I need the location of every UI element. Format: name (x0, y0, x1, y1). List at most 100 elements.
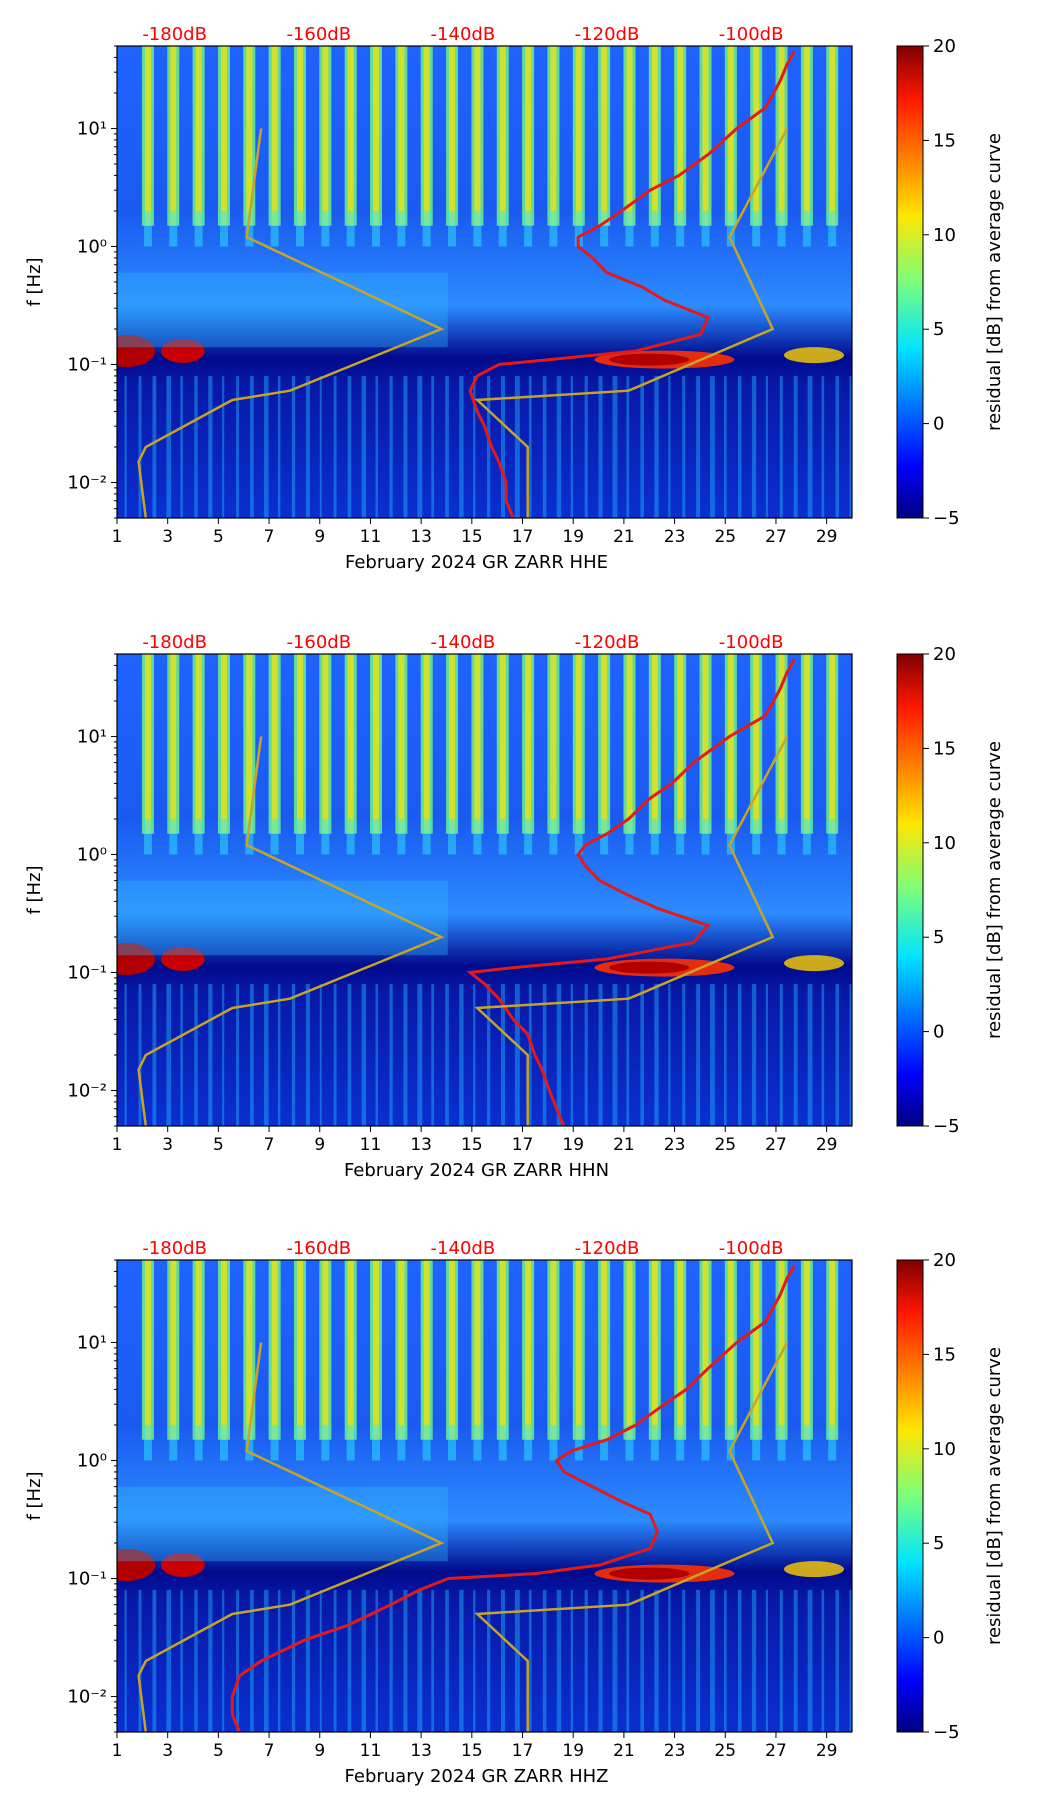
stripe-lf (556, 1589, 562, 1732)
x-tick-label: 21 (613, 1741, 635, 1761)
stripe-lf (654, 375, 659, 518)
stripe-hf-core (575, 46, 582, 226)
stripe-hf-core (829, 1260, 836, 1440)
stripe-lf (807, 983, 813, 1126)
stripe-hf-core (423, 654, 430, 834)
stripe-hf-core (271, 46, 278, 226)
stripe-lf (431, 1589, 435, 1732)
x-tick-label: 23 (664, 527, 686, 547)
stripe-lf (668, 983, 671, 1126)
x-tick-label: 9 (314, 527, 325, 547)
stripe-lf (528, 1589, 532, 1732)
x-tick-label: 13 (410, 1135, 432, 1155)
x-tick-label: 11 (360, 527, 382, 547)
stripe-mid (448, 1424, 457, 1461)
stripe-lf (584, 983, 588, 1126)
stripe-mid (473, 210, 482, 247)
average-curve-line (230, 1264, 796, 1732)
stripe-lf (626, 983, 630, 1126)
average-curve-line (466, 658, 796, 1126)
stripe-lf (264, 983, 269, 1126)
stripe-lf (821, 1589, 825, 1732)
colorbar-tick-label: 20 (933, 36, 956, 57)
stripe-lf (445, 1589, 449, 1732)
stripe-hf-core (296, 46, 303, 226)
stripe-hf-core (220, 1260, 227, 1440)
stripe-mid (625, 818, 634, 855)
stripe-lf (250, 1589, 254, 1732)
x-tick-label: 15 (461, 527, 483, 547)
stripe-lf (180, 983, 183, 1126)
stripe-mid (422, 1424, 431, 1461)
stripe-hf-core (829, 654, 836, 834)
stripe-mid (701, 818, 710, 855)
y-tick-label: 10⁻² (67, 472, 107, 493)
stripe-lf (737, 375, 742, 518)
colorbar-tick-label: 15 (933, 130, 956, 151)
stripe-lf (612, 983, 618, 1126)
stripe-hf-core (753, 654, 760, 834)
stripe-mid (498, 210, 507, 247)
stripe-mid (726, 1424, 735, 1461)
colorbar-tick-label: 20 (933, 644, 956, 665)
colorbar-tick-label: 5 (933, 1533, 944, 1554)
x-tick-label: 29 (816, 527, 838, 547)
stripe-mid (143, 1424, 152, 1461)
x-tick-label: 7 (264, 527, 275, 547)
stripe-mid (346, 1424, 355, 1461)
stripe-hf-core (702, 46, 709, 226)
stripe-hf-core (423, 1260, 430, 1440)
colorbar-title: residual [dB] from average curve (984, 741, 1005, 1039)
stripe-hf-core (322, 1260, 329, 1440)
stripe-mid (448, 818, 457, 855)
stripe-mid (676, 818, 685, 855)
stripe-hf-core (246, 1260, 253, 1440)
stripe-lf (152, 1589, 157, 1732)
stripe-lf (124, 375, 127, 518)
stripe-lf (403, 983, 408, 1126)
colorbar-tick-label: 0 (933, 414, 944, 435)
stripe-hf-core (778, 46, 785, 226)
stripe-hf-core (499, 1260, 506, 1440)
stripe-lf (319, 1589, 322, 1732)
reference-model-high-line (474, 127, 789, 518)
top-axis-db-label: -120dB (575, 632, 640, 653)
stripe-hf-core (144, 654, 151, 834)
x-tick-label: 19 (562, 527, 584, 547)
colorbar-tick-label: −5 (933, 1116, 960, 1137)
x-tick-label: 5 (213, 527, 224, 547)
x-tick-label: 27 (765, 1135, 787, 1155)
stripe-hf-core (144, 46, 151, 226)
stripe-mid (524, 210, 533, 247)
stripe-mid (574, 818, 583, 855)
stripe-lf (500, 983, 506, 1126)
stripe-lf (821, 983, 825, 1126)
stripe-hf-core (753, 46, 760, 226)
top-axis-db-label: -140dB (431, 632, 496, 653)
x-tick-label: 13 (410, 527, 432, 547)
stripe-lf (640, 375, 644, 518)
x-tick-label: 9 (314, 1135, 325, 1155)
stripe-hf-core (195, 46, 202, 226)
stripe-hf-core (246, 654, 253, 834)
stripe-lf (570, 375, 573, 518)
x-tick-label: 15 (461, 1741, 483, 1761)
stripe-lf (765, 983, 769, 1126)
stripe-lf (277, 375, 281, 518)
stripe-lf (305, 983, 310, 1126)
stripe-lf (500, 1589, 506, 1732)
stripe-lf (124, 1589, 127, 1732)
stripe-lf (417, 375, 423, 518)
colorbar-title: residual [dB] from average curve (984, 133, 1005, 431)
stripe-hf-core (601, 46, 608, 226)
stripe-hf-core (449, 1260, 456, 1440)
stripe-lf (389, 375, 393, 518)
stripe-lf (277, 1589, 281, 1732)
stripe-lf (291, 375, 296, 518)
stripe-mid (650, 818, 659, 855)
stripe-mid (169, 818, 178, 855)
stripe-mid (245, 1424, 254, 1461)
stripe-hf-core (626, 654, 633, 834)
stripe-lf (194, 983, 198, 1126)
stripe-mid (397, 818, 406, 855)
